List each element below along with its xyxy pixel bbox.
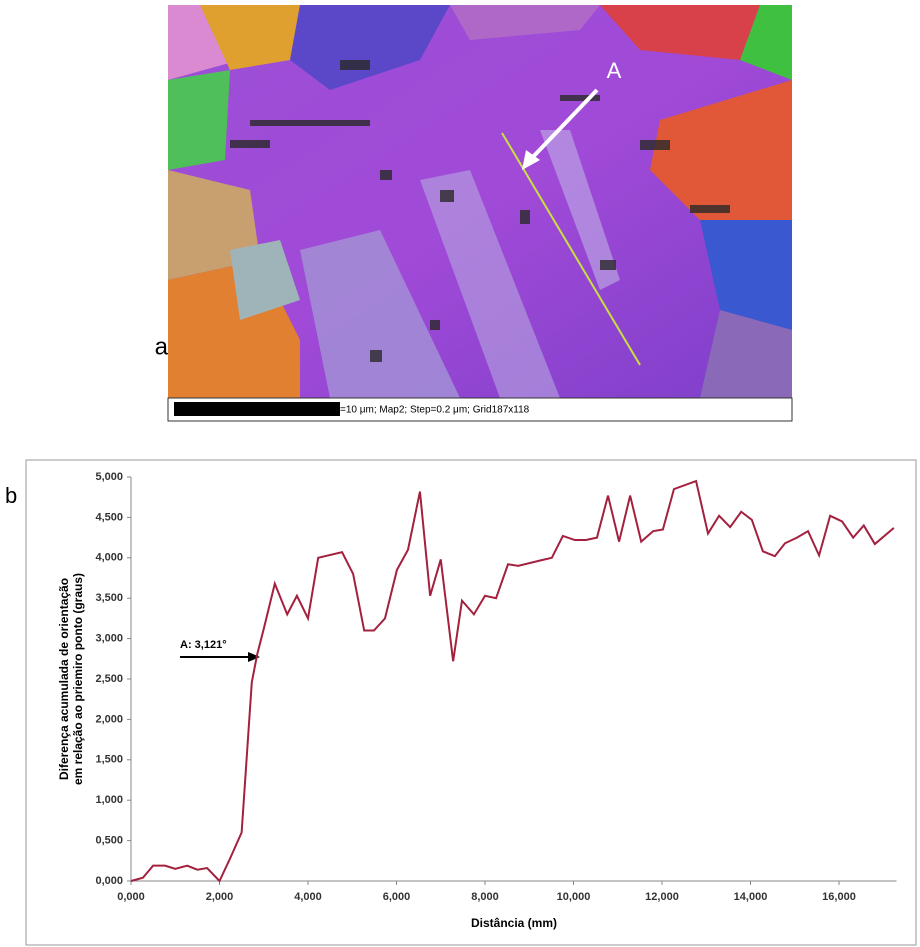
y-axis-label: Diferença acumulada de orientaçãoem rela…	[57, 573, 85, 785]
x-tick-label: 4,000	[294, 891, 322, 903]
y-tick-label: 2,500	[95, 673, 123, 685]
panel-label: b	[5, 483, 17, 508]
panel-label: a	[155, 333, 169, 360]
data-line	[130, 479, 895, 883]
x-tick-label: 14,000	[734, 891, 768, 903]
ebsd-map	[168, 5, 792, 398]
y-tick-label: 0,500	[95, 835, 123, 847]
chart-frame	[25, 459, 917, 946]
y-tick-label: 5,000	[95, 471, 123, 483]
annotation-arrowhead	[248, 652, 260, 662]
y-tick-label: 3,500	[95, 592, 123, 604]
y-tick-label: 1,000	[95, 794, 123, 806]
x-tick-label: 2,000	[206, 891, 234, 903]
y-tick-label: 4,000	[95, 552, 123, 564]
marker-label: A	[607, 58, 622, 83]
x-tick-label: 16,000	[822, 891, 856, 903]
x-tick-label: 0,000	[117, 891, 145, 903]
y-axis-label-line: Diferença acumulada de orientação	[57, 578, 71, 780]
x-tick-label: 8,000	[471, 891, 499, 903]
x-axis-label: Distância (mm)	[471, 916, 557, 930]
x-tick-label: 6,000	[383, 891, 411, 903]
y-tick-label: 3,000	[95, 633, 123, 645]
x-tick-label: 10,000	[557, 891, 591, 903]
scale-text: =10 μm; Map2; Step=0.2 μm; Grid187x118	[340, 405, 530, 416]
y-tick-label: 4,500	[95, 511, 123, 523]
x-tick-label: 12,000	[645, 891, 679, 903]
annotation: A: 3,121°	[180, 639, 227, 651]
scale-bar	[174, 402, 340, 416]
y-tick-label: 0,000	[95, 875, 123, 887]
y-axis-label-line: em relação ao priemiro ponto (graus)	[71, 573, 85, 785]
y-tick-label: 1,500	[95, 754, 123, 766]
y-tick-label: 2,000	[95, 713, 123, 725]
